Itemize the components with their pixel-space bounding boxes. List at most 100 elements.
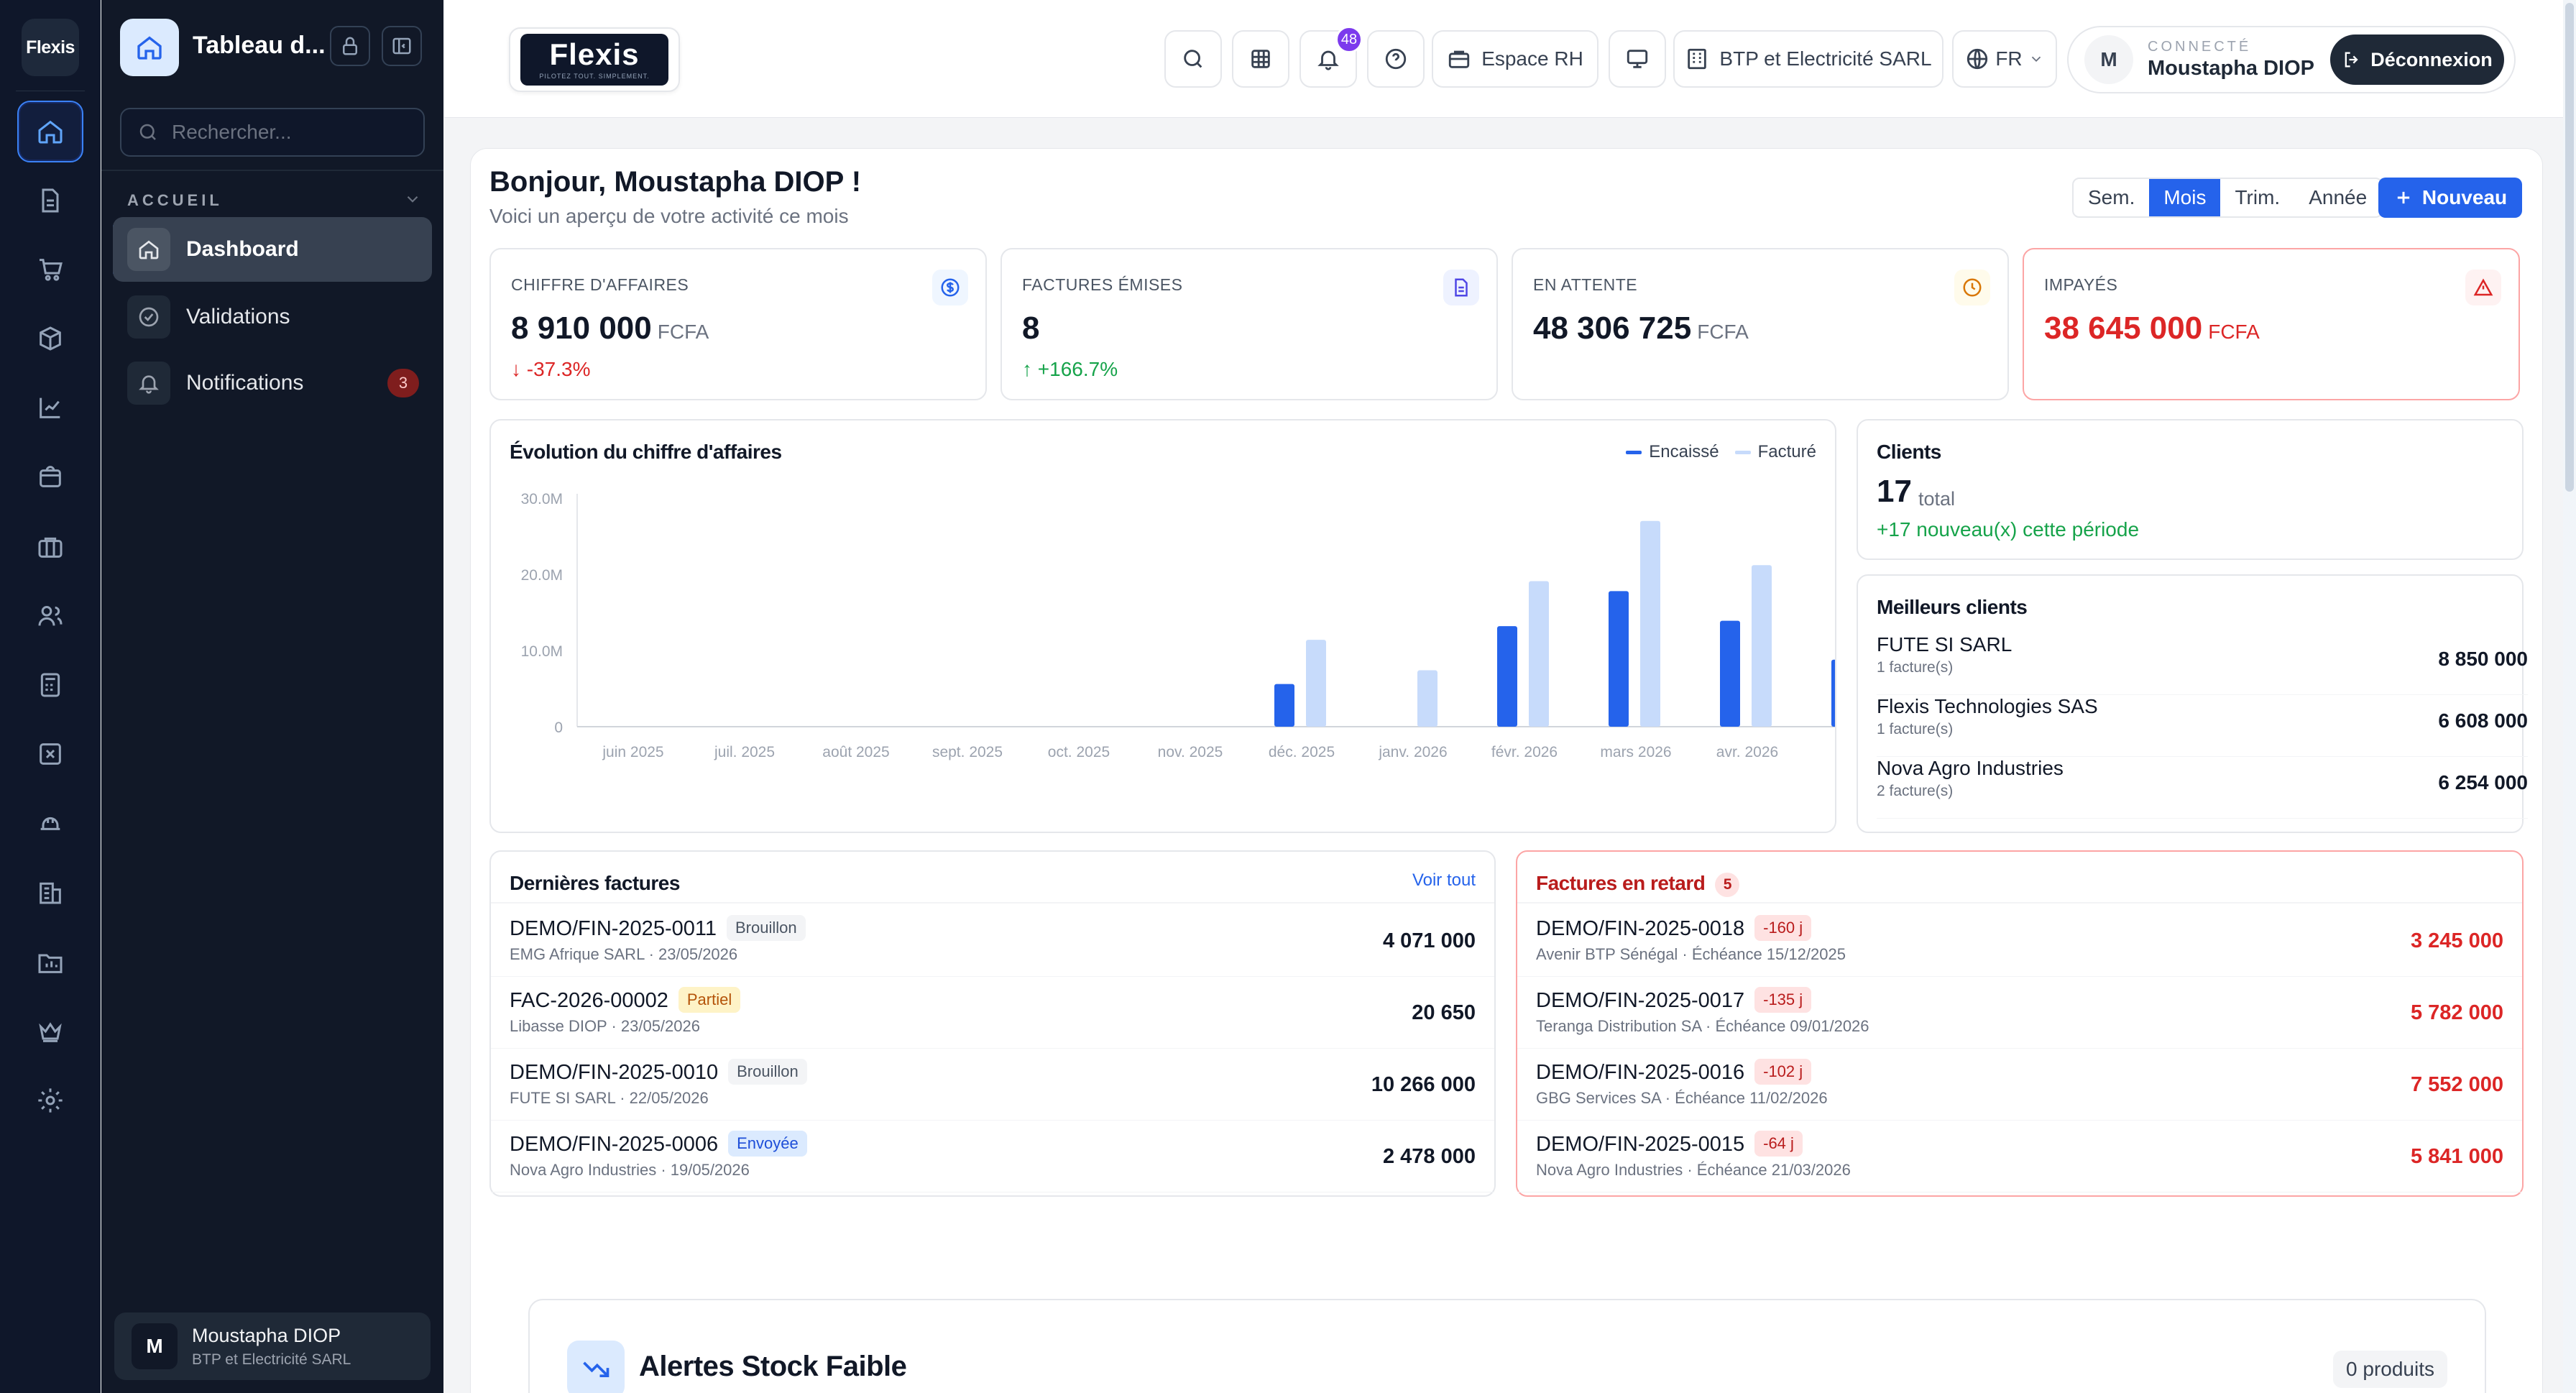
invoice-row[interactable]: DEMO/FIN-2025-0011 Brouillon EMG Afrique S… [491,905,1494,977]
notifications-button[interactable]: 48 [1300,26,1363,88]
building-icon [40,882,61,904]
period-option[interactable]: Année [2309,186,2368,208]
status-badge: Envoyée [728,1131,807,1157]
bar-encaissé[interactable] [1609,591,1629,727]
brand-logo[interactable]: Flexis PILOTEZ TOUT. SIMPLEMENT. [509,27,680,92]
stock-alerts-title: Alertes Stock Faible [639,1351,907,1382]
x-tick-label: sept. 2025 [932,744,1003,760]
clients-card[interactable]: Clients 17 total +17 nouveau(x) cette pé… [1857,419,2524,560]
panel-search[interactable] [120,108,425,157]
bar-encaissé[interactable] [1720,620,1740,727]
scrollbar-thumb[interactable] [2565,3,2574,492]
rail-cart-button[interactable] [17,239,83,300]
rail-users-button[interactable] [17,585,83,647]
invoice-meta: Nova Agro Industries · Échéance 21/03/20… [1536,1161,1851,1179]
see-all-link[interactable]: Voir tout [1412,870,1476,890]
company-selector[interactable]: BTP et Electricité SARL [1673,30,1944,88]
rail-box-button[interactable] [17,308,83,369]
stock-alerts-card[interactable]: Alertes Stock Faible 0 produits [528,1299,2486,1393]
lock-button[interactable] [330,26,370,66]
x-tick-label: déc. 2025 [1269,744,1335,760]
late-invoice-row[interactable]: DEMO/FIN-2025-0016 -102 j GBG Services SA … [1517,1049,2522,1121]
chevron-down-icon [407,196,418,203]
kpi-pending[interactable]: EN ATTENTE 48 306 725 FCFA [1512,248,2009,400]
client-invoice-count: 1 facture(s) [1877,721,1954,737]
late-invoice-row[interactable]: DEMO/FIN-2025-0018 -160 j Avenir BTP Sénég… [1517,905,2522,977]
rail-calculator-button[interactable] [17,654,83,716]
rail-home-button[interactable] [17,101,83,162]
best-client-row[interactable]: FUTE SI SARL 1 facture(s) 8 850 000 [1877,633,2528,695]
new-button[interactable]: Nouveau [2378,178,2522,218]
rail-x-square-button[interactable] [17,723,83,785]
client-name: Flexis Technologies SAS [1877,695,2098,717]
x-tick-label: oct. 2025 [1048,744,1110,760]
logout-button[interactable]: Déconnexion [2330,35,2504,85]
user-menu[interactable]: M CONNECTÉ Moustapha DIOP Déconnexion [2067,26,2516,93]
display-button[interactable] [1609,30,1666,88]
nav-item-dashboard[interactable]: Dashboard [113,217,432,282]
bar-facturé[interactable] [1640,520,1660,727]
search-input[interactable] [172,121,416,144]
period-option[interactable]: Trim. [2235,186,2281,208]
apps-button[interactable] [1232,30,1289,88]
kpi-change: -37.3% [526,358,591,380]
bar-facturé[interactable] [1529,581,1549,727]
language-selector[interactable]: FR [1952,30,2057,88]
period-option[interactable]: Sem. [2088,186,2135,208]
late-invoice-row[interactable]: DEMO/FIN-2025-0015 -64 j Nova Agro Industr… [1517,1121,2522,1192]
invoice-number: DEMO/FIN-2025-0006 [510,1133,719,1156]
rail-document-button[interactable] [17,170,83,231]
nav-item-notifications[interactable]: Notifications 3 [113,351,432,415]
rail-hardhat-button[interactable] [17,792,83,854]
panel-user-card[interactable]: M Moustapha DIOP BTP et Electricité SARL [114,1312,431,1380]
invoice-row[interactable]: DEMO/FIN-2025-0010 Brouillon FUTE SI SARL … [491,1049,1494,1121]
section-toggle[interactable] [403,190,422,212]
section-label[interactable]: ACCUEIL [127,191,223,209]
calculator-icon [40,673,60,697]
bar-encaissé[interactable] [1831,659,1836,727]
invoice-meta: Avenir BTP Sénégal · Échéance 15/12/2025 [1536,945,1846,963]
help-button[interactable] [1367,30,1425,88]
kpi-revenue[interactable]: CHIFFRE D'AFFAIRES 8 910 000 FCFA ↓ -37.3… [489,248,987,400]
rail-crown-button[interactable] [17,1001,83,1062]
late-invoice-row[interactable]: DEMO/FIN-2025-0017 -135 j Teranga Distribu… [1517,977,2522,1049]
kpi-unpaid[interactable]: IMPAYÉS 38 645 000 FCFA [2023,248,2520,400]
status-badge: Brouillon [728,1059,807,1085]
app-logo[interactable]: Flexis [22,19,79,76]
bar-encaissé[interactable] [1274,684,1294,727]
home-module-icon[interactable] [120,19,179,76]
rail-bag-button[interactable] [17,446,83,507]
search-button[interactable] [1164,30,1222,88]
nav-item-validations[interactable]: Validations [113,285,432,349]
company-name: BTP et Electricité SARL [1719,47,1932,70]
kpi-invoices-issued[interactable]: FACTURES ÉMISES 8 ↑ +166.7% [1000,248,1498,400]
rail-building-button[interactable] [17,861,83,923]
kpi-value: 48 306 725 [1533,311,1692,346]
best-client-row[interactable]: Nova Agro Industries 2 facture(s) 6 254 00… [1877,757,2528,819]
collapse-panel-button[interactable] [382,26,422,66]
best-client-row[interactable]: Flexis Technologies SAS 1 facture(s) 6 608… [1877,695,2528,757]
bell-icon [1317,50,1339,70]
bar-facturé[interactable] [1752,565,1772,727]
bar-encaissé[interactable] [1497,626,1517,727]
rail-folder-chart-button[interactable] [17,932,83,993]
cart-icon [40,259,63,281]
bar-facturé[interactable] [1306,640,1326,727]
page-scrollbar[interactable] [2563,0,2576,1393]
brand-tagline: PILOTEZ TOUT. SIMPLEMENT. [539,73,650,80]
bar-facturé[interactable] [1417,670,1438,727]
invoice-row[interactable]: FAC-2026-00002 Partiel Libasse DIOP · 23/0… [491,977,1494,1049]
invoice-number: DEMO/FIN-2025-0010 [510,1061,719,1084]
invoice-row[interactable]: DEMO/FIN-2025-0006 Envoyée Nova Agro Indus… [491,1121,1494,1192]
hr-space-button[interactable]: Espace RH [1432,30,1598,88]
period-option[interactable]: Mois [2149,179,2221,216]
revenue-chart: 0 10.0M 20.0M 30.0M juin 2025 juil. 2025 août … [521,491,1836,760]
brand-name: Flexis [549,37,640,71]
x-tick-label: juin 2025 [602,744,663,760]
invoice-amount: 7 552 000 [2410,1073,2503,1096]
rail-gear-button[interactable] [17,1070,83,1131]
status-badge: Partiel [678,987,741,1013]
kpi-unit: FCFA [657,321,709,343]
rail-briefcase-button[interactable] [17,516,83,578]
rail-chart-button[interactable] [17,377,83,438]
